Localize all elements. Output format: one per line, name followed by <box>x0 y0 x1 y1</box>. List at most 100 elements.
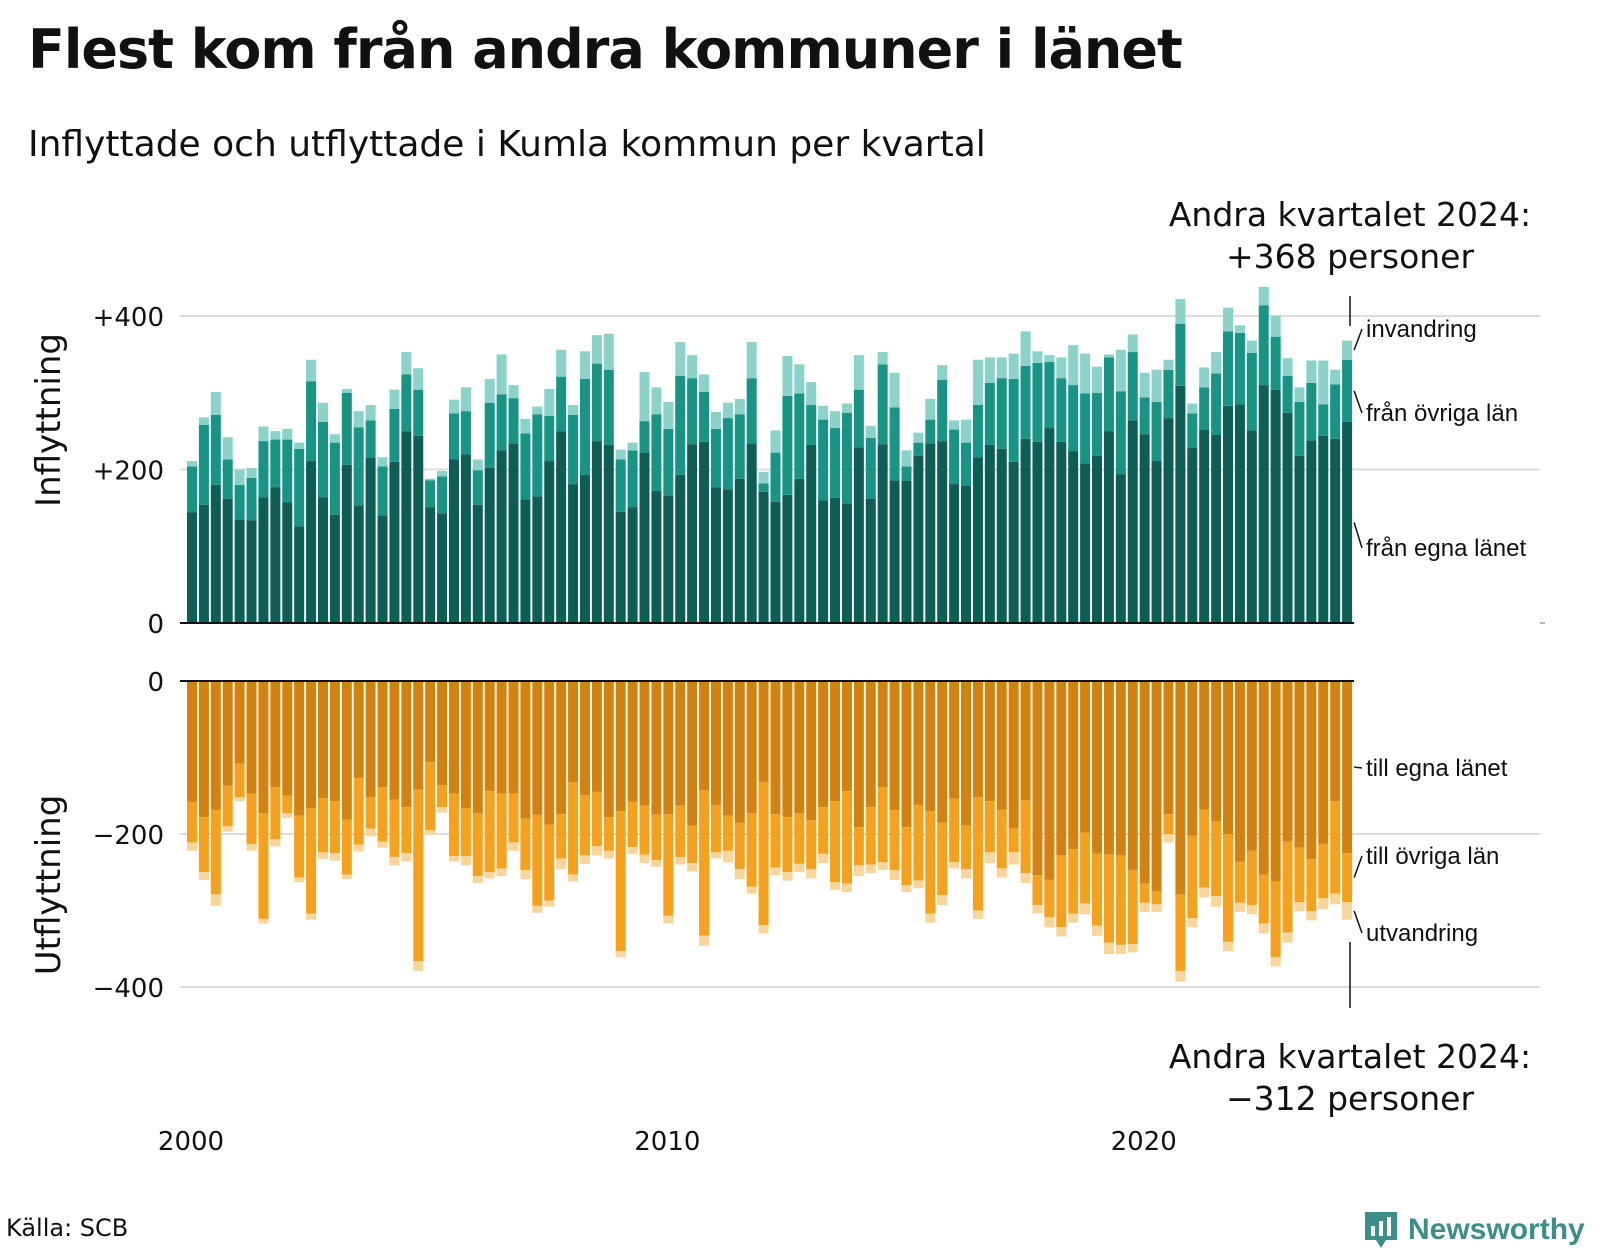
bar-out-segment <box>198 681 209 818</box>
bar-in-segment <box>806 405 817 445</box>
bar-in-segment <box>317 402 328 422</box>
bar-in-segment <box>1342 359 1353 422</box>
bar-in-segment <box>1330 438 1341 623</box>
bar-in-segment <box>1270 316 1281 337</box>
bar-out-segment <box>1258 874 1269 924</box>
bar-in-segment <box>437 513 448 623</box>
bar-out-segment <box>937 895 948 906</box>
bar-out-segment <box>210 894 221 906</box>
newsworthy-logo-icon <box>1365 1212 1397 1248</box>
bar-in-segment <box>1187 403 1198 414</box>
series-label: till övriga län <box>1366 843 1499 870</box>
bar-in-segment <box>1234 325 1245 333</box>
bar-in-segment <box>603 333 614 370</box>
bar-out-segment <box>1115 681 1126 856</box>
bar-in-segment <box>1080 463 1091 623</box>
bar-out-segment <box>1330 681 1341 802</box>
bar-in-segment <box>1246 352 1257 431</box>
bar-in-segment <box>258 426 269 442</box>
bar-in-segment <box>306 359 317 382</box>
bar-out-segment <box>710 681 721 805</box>
bar-in-segment <box>1092 455 1103 623</box>
bar-in-segment <box>329 514 340 623</box>
bar-out-segment <box>460 856 471 866</box>
bar-in-segment <box>591 363 602 442</box>
bar-out-segment <box>841 883 852 893</box>
bar-in-segment <box>770 452 781 502</box>
bar-out-segment <box>949 862 960 869</box>
bar-out-segment <box>996 681 1007 810</box>
bar-out-segment <box>1103 854 1114 943</box>
ytick-label-in: +200 <box>93 457 164 487</box>
bar-in-segment <box>401 352 412 375</box>
bar-out-segment <box>818 681 829 808</box>
bar-out-segment <box>889 810 900 870</box>
bar-in-segment <box>639 421 650 453</box>
bar-out-segment <box>937 822 948 896</box>
labels-layer: 0 +200 +400 0 −200 −400 Inflyttning Utflyttning… <box>29 195 1531 1157</box>
bar-out-segment <box>675 856 686 865</box>
bar-in-segment <box>949 429 960 485</box>
bar-in-segment <box>913 432 924 443</box>
bar-in-segment <box>1282 358 1293 376</box>
bar-out-segment <box>353 778 364 845</box>
bar-out-segment <box>758 781 769 926</box>
bar-out-segment <box>663 814 674 916</box>
bar-out-segment <box>722 815 733 851</box>
bar-in-segment <box>758 491 769 623</box>
bar-in-segment <box>972 405 983 458</box>
bar-out-segment <box>544 900 555 907</box>
bar-in-segment <box>413 389 424 436</box>
bar-in-segment <box>413 368 424 390</box>
yaxis-title-out: Utflyttning <box>29 795 69 976</box>
newsworthy-logo-text: Newsworthy <box>1408 1213 1585 1246</box>
bar-in-segment <box>484 467 495 623</box>
bar-out-segment <box>996 868 1007 878</box>
bar-out-segment <box>925 913 936 923</box>
bar-out-segment <box>210 681 221 810</box>
bar-out-segment <box>984 801 995 853</box>
bar-in-segment <box>675 474 686 623</box>
bar-out-segment <box>1246 905 1257 915</box>
ytick-label-out: −200 <box>93 821 164 851</box>
bar-in-segment <box>282 439 293 503</box>
bar-out-segment <box>460 681 471 808</box>
bar-out-segment <box>877 681 888 788</box>
bar-in-segment <box>758 483 769 492</box>
bar-in-segment <box>210 484 221 623</box>
bar-in-segment <box>1139 372 1150 398</box>
ytick-label-out: −400 <box>93 974 164 1004</box>
bar-in-segment <box>246 520 257 623</box>
bar-in-segment <box>1223 307 1234 332</box>
inflow-bars <box>187 286 1353 624</box>
bar-out-segment <box>246 843 257 851</box>
bar-in-segment <box>258 441 269 498</box>
bar-in-segment <box>996 448 1007 623</box>
bar-in-segment <box>1258 305 1269 386</box>
bar-out-segment <box>1103 681 1114 855</box>
bar-out-segment <box>1080 903 1091 915</box>
bar-in-segment <box>1092 366 1103 393</box>
chart-title: Flest kom från andra kommuner i länet <box>28 18 1183 81</box>
bar-in-segment <box>460 411 471 455</box>
bar-in-segment <box>365 457 376 623</box>
bar-out-segment <box>687 681 698 826</box>
bar-out-segment <box>901 827 912 886</box>
bar-out-segment <box>365 797 376 829</box>
bar-in-segment <box>1127 334 1138 353</box>
bar-out-segment <box>377 787 388 842</box>
bar-out-segment <box>1020 800 1031 874</box>
bar-in-segment <box>568 484 579 623</box>
bar-out-segment <box>579 794 590 856</box>
bar-out-segment <box>532 681 543 815</box>
bar-in-segment <box>508 385 519 399</box>
bar-in-segment <box>1342 421 1353 623</box>
bar-in-segment <box>889 372 900 408</box>
bar-out-segment <box>1211 821 1222 896</box>
bar-out-segment <box>1115 944 1126 955</box>
bar-out-segment <box>782 872 793 881</box>
bar-in-segment <box>961 485 972 623</box>
bar-out-segment <box>1044 917 1055 928</box>
bar-in-segment <box>532 496 543 623</box>
bar-in-segment <box>853 355 864 390</box>
